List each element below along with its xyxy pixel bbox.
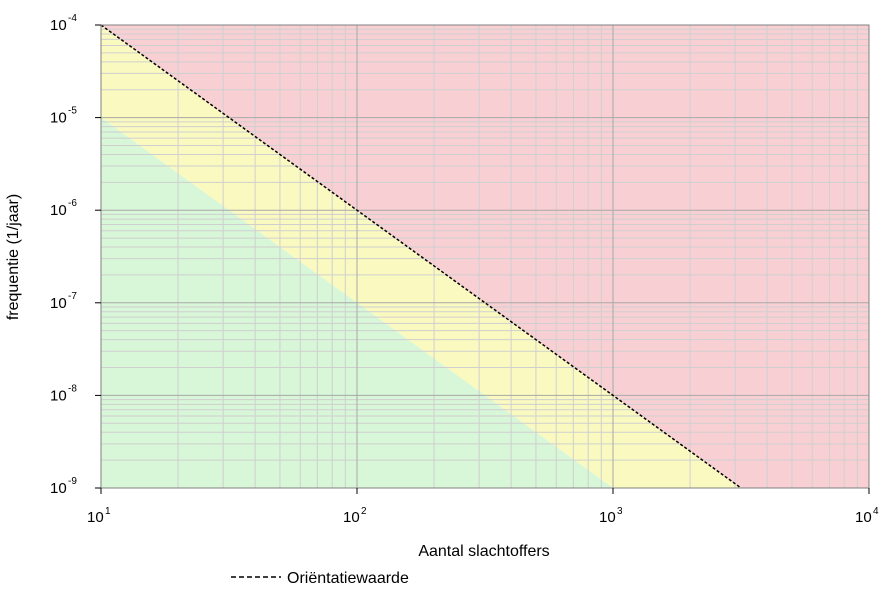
y-tick-exponent: -6 <box>68 198 77 209</box>
plot-area <box>100 24 870 489</box>
x-tick-label: 10 <box>855 509 872 526</box>
y-tick-label: 10 <box>50 110 67 127</box>
series-line-orientatiewaarde <box>100 24 742 489</box>
y-axis-title: frequentie (1/jaar) <box>5 194 22 320</box>
legend-label: Oriëntatiewaarde <box>287 570 409 587</box>
y-tick-label: 10 <box>50 480 67 497</box>
legend: Oriëntatiewaarde <box>231 570 409 587</box>
region-above-limit <box>101 25 869 488</box>
y-tick-exponent: -4 <box>68 13 77 24</box>
x-tick-exponent: 4 <box>873 506 879 517</box>
x-axis-ticks: 10 1 10 2 10 3 10 4 <box>87 488 879 526</box>
y-tick-label: 10 <box>50 295 67 312</box>
y-tick-label: 10 <box>50 17 67 34</box>
x-tick-exponent: 3 <box>617 506 623 517</box>
y-tick-exponent: -8 <box>68 383 77 394</box>
series-layer <box>100 24 742 489</box>
plot-frame <box>100 24 870 489</box>
x-tick-label: 10 <box>87 509 104 526</box>
minor-gridlines <box>101 25 869 488</box>
x-tick-label: 10 <box>343 509 360 526</box>
x-tick-exponent: 1 <box>105 506 111 517</box>
y-tick-exponent: -5 <box>68 106 77 117</box>
x-tick-exponent: 2 <box>361 506 367 517</box>
y-tick-exponent: -7 <box>68 291 77 302</box>
y-tick-label: 10 <box>50 202 67 219</box>
x-tick-label: 10 <box>599 509 616 526</box>
y-tick-exponent: -9 <box>68 476 77 487</box>
y-tick-label: 10 <box>50 387 67 404</box>
y-axis-ticks: 10-410-510-610-710-810-9 <box>50 13 101 497</box>
x-axis-title: Aantal slachtoffers <box>418 543 549 560</box>
